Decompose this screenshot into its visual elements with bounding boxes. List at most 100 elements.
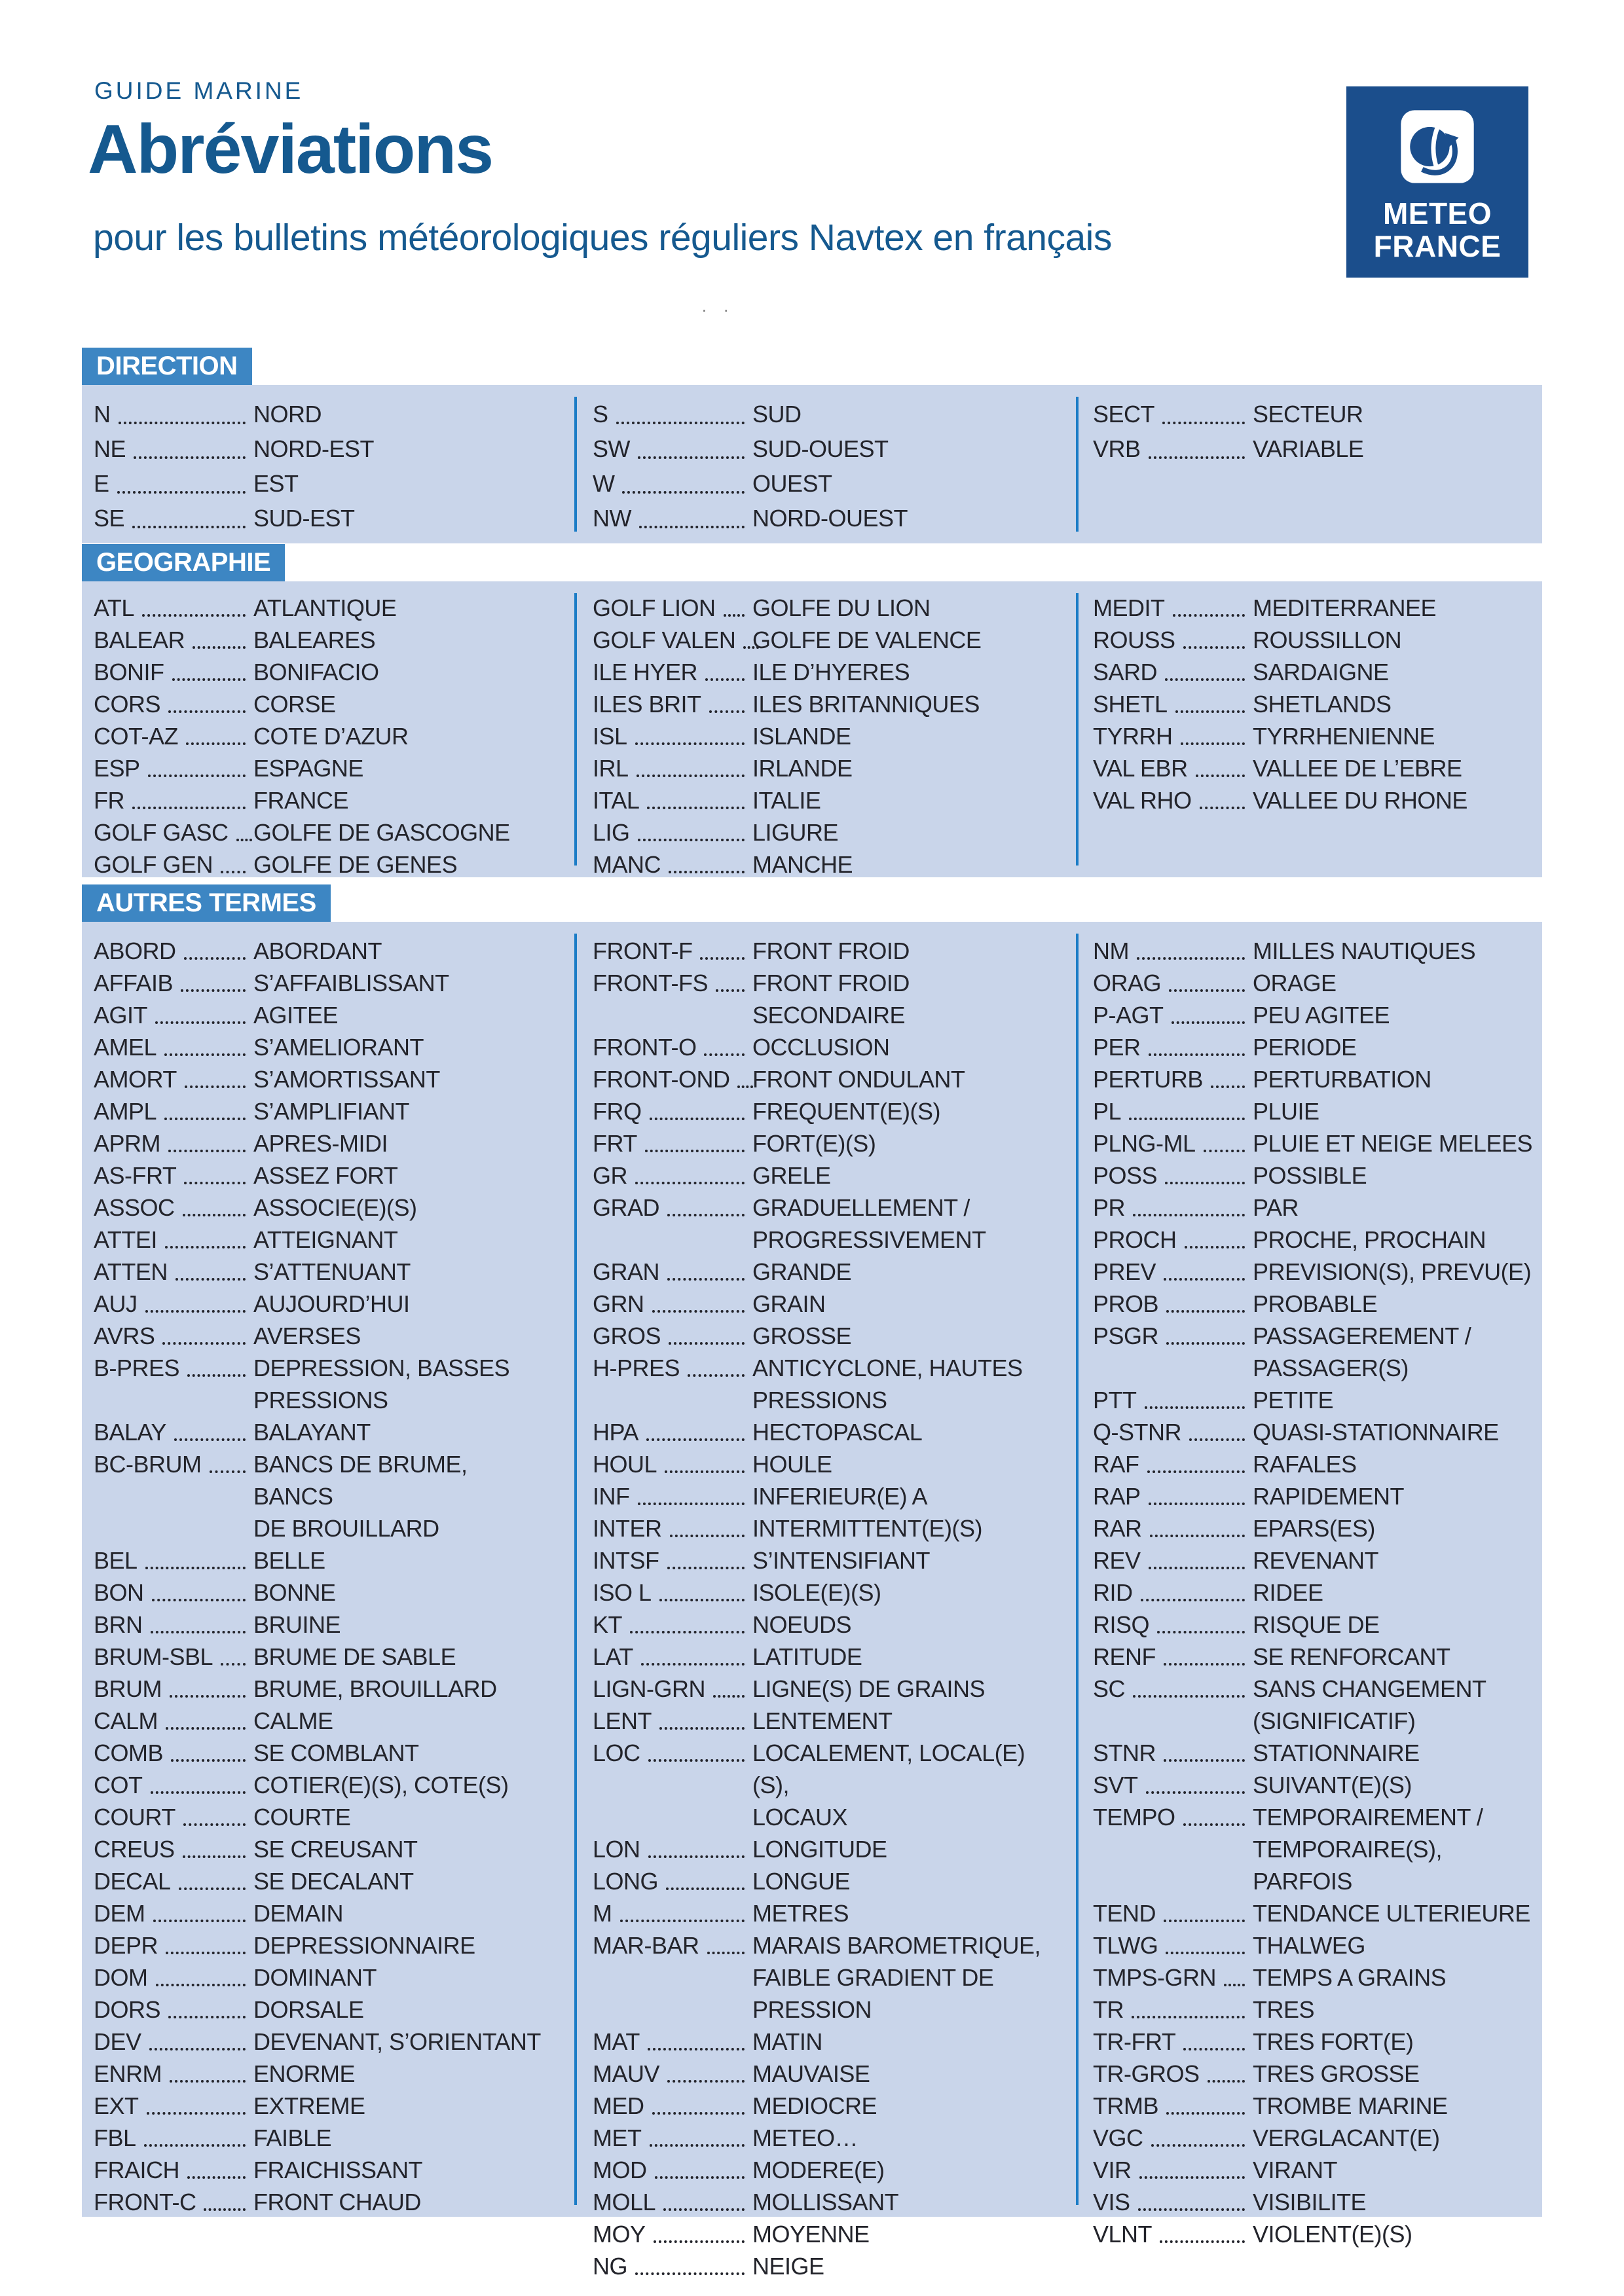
abbreviation-meaning: VIRANT bbox=[1253, 2157, 1338, 2183]
meteo-france-logo: METEO FRANCE bbox=[1346, 86, 1528, 278]
abbreviation-code: MAT bbox=[593, 2028, 640, 2055]
abbreviation-meaning: BANCS DE BRUME, BANCS DE BROUILLARD bbox=[253, 1451, 468, 1542]
abbreviation-term: M bbox=[593, 1897, 752, 1929]
abbreviation-term: BC-BRUM bbox=[94, 1448, 253, 1480]
dotted-leader bbox=[166, 1952, 246, 1954]
abbreviation-meaning: TENDANCE ULTERIEURE bbox=[1253, 1900, 1530, 1927]
abbreviation-meaning: MEDITERRANEE bbox=[1253, 594, 1437, 621]
abbreviation-meaning: AVERSES bbox=[253, 1322, 361, 1349]
abbreviation-entry: MED MEDIOCRE bbox=[593, 2090, 1055, 2122]
dotted-leader bbox=[637, 1503, 745, 1505]
abbreviation-meaning: STATIONNAIRE bbox=[1253, 1740, 1420, 1766]
dotted-leader bbox=[1207, 2080, 1245, 2083]
abbreviation-entry: VAL RHO VALLEE DU RHONE bbox=[1093, 784, 1536, 816]
dotted-leader bbox=[170, 1695, 246, 1698]
abbreviation-term: PTT bbox=[1093, 1384, 1253, 1416]
abbreviation-entry: PLNG-ML PLUIE ET NEIGE MELEES bbox=[1093, 1127, 1536, 1159]
dotted-leader bbox=[1171, 1021, 1245, 1024]
dotted-leader bbox=[1224, 1984, 1245, 1986]
abbreviation-term: P-AGT bbox=[1093, 999, 1253, 1031]
abbreviation-term: DECAL bbox=[94, 1865, 253, 1897]
abbreviation-entry: PR PAR bbox=[1093, 1192, 1536, 1224]
abbreviation-meaning: HOULE bbox=[752, 1451, 832, 1478]
dotted-leader bbox=[221, 1663, 246, 1666]
dotted-leader bbox=[187, 2176, 246, 2179]
abbreviation-term: W bbox=[593, 466, 752, 501]
dotted-leader bbox=[669, 871, 745, 873]
abbreviation-entry: FRONT-F FRONT FROID bbox=[593, 935, 1055, 967]
abbreviation-term: DORS bbox=[94, 1994, 253, 2026]
abbreviation-term: FRQ bbox=[593, 1095, 752, 1127]
dotted-leader bbox=[1166, 1310, 1245, 1313]
abbreviation-term: ENRM bbox=[94, 2058, 253, 2090]
abbreviation-meaning: BALAYANT bbox=[253, 1419, 371, 1446]
abbreviation-code: EXT bbox=[94, 2092, 139, 2119]
abbreviation-entry: MAR-BAR MARAIS BAROMETRIQUE, FAIBLE GRADI… bbox=[593, 1929, 1055, 2026]
abbreviation-meaning: AUJOURD’HUI bbox=[253, 1290, 410, 1317]
abbreviation-meaning: DEPRESSIONNAIRE bbox=[253, 1932, 475, 1959]
abbreviation-meaning: COTE D’AZUR bbox=[253, 723, 409, 750]
abbreviation-term: NM bbox=[1093, 935, 1253, 967]
page-subtitle: pour les bulletins météorologiques régul… bbox=[93, 217, 1112, 259]
abbreviation-entry: REV REVENANT bbox=[1093, 1544, 1536, 1576]
abbreviation-entry: H-PRES ANTICYCLONE, HAUTES PRESSIONS bbox=[593, 1352, 1055, 1416]
abbreviation-code: BALEAR bbox=[94, 627, 185, 653]
abbreviation-code: LAT bbox=[593, 1643, 633, 1670]
abbreviation-code: NE bbox=[94, 435, 126, 462]
abbreviation-meaning: PAR bbox=[1253, 1194, 1299, 1221]
abbreviation-code: LENT bbox=[593, 1707, 652, 1734]
abbreviation-term: BALAY bbox=[94, 1416, 253, 1448]
abbreviation-code: PL bbox=[1093, 1098, 1122, 1125]
dotted-leader bbox=[1132, 2016, 1245, 2018]
abbreviation-meaning: VIOLENT(E)(S) bbox=[1253, 2221, 1412, 2248]
abbreviation-term: TEMPO bbox=[1093, 1801, 1253, 1833]
abbreviation-code: APRM bbox=[94, 1130, 161, 1157]
abbreviation-entry: BEL BELLE bbox=[94, 1544, 552, 1576]
abbreviation-meaning: PEU AGITEE bbox=[1253, 1002, 1390, 1029]
abbreviation-term: FRONT-F bbox=[593, 935, 752, 967]
abbreviation-meaning: EPARS(ES) bbox=[1253, 1515, 1375, 1542]
abbreviation-entry: VIR VIRANT bbox=[1093, 2154, 1536, 2186]
abbreviation-meaning: VERGLACANT(E) bbox=[1253, 2124, 1440, 2151]
dotted-leader bbox=[162, 1342, 246, 1345]
abbreviation-code: FRAICH bbox=[94, 2157, 180, 2183]
abbreviation-entry: DEM DEMAIN bbox=[94, 1897, 552, 1929]
dotted-leader bbox=[1137, 957, 1245, 960]
abbreviation-meaning: TRES GROSSE bbox=[1253, 2060, 1420, 2087]
abbreviation-code: ILE HYER bbox=[593, 659, 698, 685]
abbreviation-code: SE bbox=[94, 505, 125, 532]
abbreviation-meaning: S’AMELIORANT bbox=[253, 1034, 424, 1061]
abbreviation-code: AGIT bbox=[94, 1002, 148, 1029]
abbreviation-term: IRL bbox=[593, 752, 752, 784]
abbreviation-meaning: REVENANT bbox=[1253, 1547, 1379, 1574]
abbreviation-term: ILE HYER bbox=[593, 656, 752, 688]
abbreviation-term: FRONT-O bbox=[593, 1031, 752, 1063]
abbreviation-meaning: GOLFE DE GENES bbox=[253, 851, 458, 878]
abbreviation-meaning: NEIGE bbox=[752, 2253, 824, 2280]
dotted-leader bbox=[1166, 1952, 1245, 1954]
abbreviation-term: PER bbox=[1093, 1031, 1253, 1063]
page-title: Abréviations bbox=[88, 111, 494, 188]
abbreviation-entry: E EST bbox=[94, 466, 552, 501]
abbreviation-term: FRAICH bbox=[94, 2154, 253, 2186]
dotted-leader bbox=[184, 1085, 246, 1088]
abbreviation-code: FR bbox=[94, 787, 125, 814]
abbreviation-entry: COURT COURTE bbox=[94, 1801, 552, 1833]
abbreviation-term: GROS bbox=[593, 1320, 752, 1352]
abbreviation-term: NW bbox=[593, 501, 752, 536]
abbreviation-entry: LENT LENTEMENT bbox=[593, 1705, 1055, 1737]
dotted-leader bbox=[1164, 1920, 1245, 1922]
abbreviation-meaning: ASSEZ FORT bbox=[253, 1162, 398, 1189]
dotted-leader bbox=[1169, 989, 1245, 992]
abbreviation-meaning: S’AFFAIBLISSANT bbox=[253, 970, 449, 996]
abbreviation-term: BRN bbox=[94, 1609, 253, 1641]
abbreviation-meaning: MODERE(E) bbox=[752, 2157, 885, 2183]
dotted-leader bbox=[1184, 1246, 1245, 1248]
dotted-leader bbox=[1164, 1759, 1245, 1762]
abbreviation-entry: SW SUD-OUEST bbox=[593, 431, 1055, 466]
abbreviation-entry: BALAY BALAYANT bbox=[94, 1416, 552, 1448]
abbreviation-entry: LOC LOCALEMENT, LOCAL(E)(S), LOCAUX bbox=[593, 1737, 1055, 1833]
dotted-leader bbox=[145, 1310, 246, 1313]
abbreviation-meaning: GOLFE DU LION bbox=[752, 594, 931, 621]
abbreviation-entry: ILES BRIT ILES BRITANNIQUES bbox=[593, 688, 1055, 720]
